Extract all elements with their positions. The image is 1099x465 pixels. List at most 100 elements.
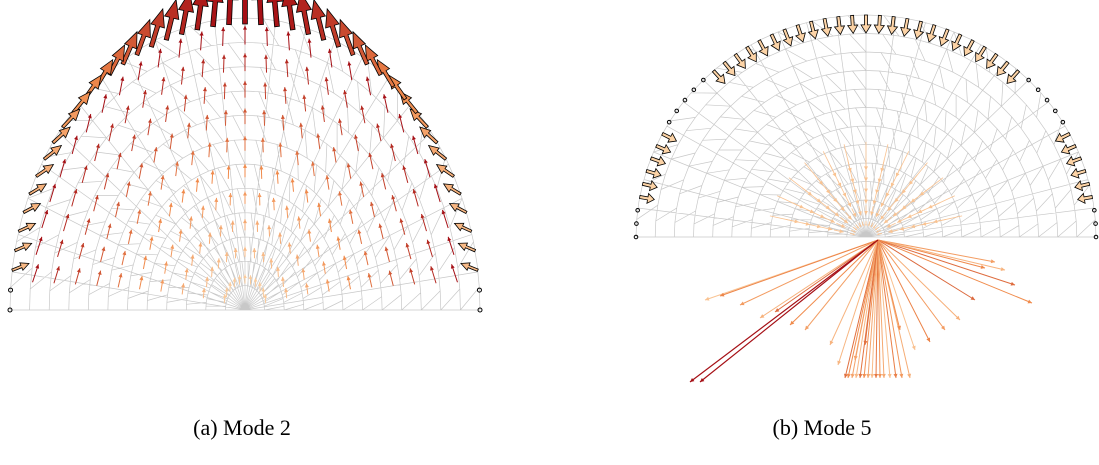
field-arrow-head [287, 242, 292, 247]
field-arrow-head [164, 261, 168, 266]
ray-arrow [867, 239, 879, 379]
boundary-node [1035, 87, 1041, 93]
ray-arrow-strong [699, 241, 876, 383]
field-arrow-head [890, 182, 895, 187]
ray-arrow [877, 239, 931, 343]
ray-arrow [877, 239, 901, 331]
boundary-arrow [352, 30, 370, 66]
field-arrow-head [158, 218, 163, 223]
interior-vectors-mode-5 [769, 141, 963, 236]
ray-arrow-head [870, 373, 875, 378]
field-arrow-head [870, 224, 873, 227]
boundary-arrow [996, 60, 1010, 77]
boundary-arrow [11, 262, 30, 272]
boundary-arrow [1077, 192, 1093, 205]
field-arrow-head [267, 225, 272, 230]
field-arrow-head [875, 189, 880, 194]
field-arrow-head [74, 135, 78, 141]
field-arrow-head [225, 137, 230, 142]
field-arrow-head [200, 205, 205, 210]
ray-arrow [719, 239, 879, 297]
field-arrow-head [892, 212, 898, 217]
boundary-node [682, 97, 688, 103]
boundary-arrow [860, 14, 872, 34]
boundary-arrow [17, 222, 37, 233]
boundary-arrow [163, 0, 180, 41]
boundary-arrow [419, 126, 439, 145]
field-arrow-head [181, 189, 186, 194]
field-arrow-head [856, 226, 859, 229]
triangular-mesh [635, 14, 1097, 238]
field-arrow-head [850, 178, 855, 183]
field-arrow-head [160, 175, 165, 180]
field-arrow-head [826, 189, 831, 194]
boundary-arrow [460, 262, 479, 272]
field-arrow-head [283, 87, 288, 92]
field-arrow-head [168, 202, 173, 208]
field-arrow-head [864, 188, 868, 193]
boundary-arrow [148, 7, 165, 48]
boundary-arrow [1065, 155, 1083, 167]
field-arrow-head [184, 268, 189, 273]
field-arrow-head [269, 258, 274, 263]
field-arrow-head [855, 200, 860, 205]
ray-arrow-head [720, 292, 725, 297]
boundary-node [674, 108, 680, 114]
boundary-arrow [873, 14, 886, 35]
field-arrow-head [399, 218, 404, 223]
field-arrow-head [261, 251, 266, 257]
field-arrow-head [230, 220, 235, 225]
field-arrow-head [183, 94, 188, 99]
field-arrow-head [368, 152, 373, 158]
ray-arrow [855, 239, 879, 379]
field-arrow-head [852, 212, 857, 217]
boundary-arrow [745, 45, 757, 63]
field-arrow-head [405, 243, 410, 248]
field-arrow-head [62, 159, 67, 164]
field-arrow-head [181, 283, 186, 288]
field-arrow-head [864, 210, 868, 215]
boundary-arrow [951, 33, 963, 52]
field-arrow-head [853, 230, 856, 233]
field-arrow-head [86, 218, 91, 223]
field-arrow-head [315, 244, 320, 249]
field-arrow-head [794, 219, 799, 224]
field-arrow-head [261, 287, 266, 292]
field-arrow [908, 162, 928, 186]
ray-arrow [877, 239, 1033, 304]
field-arrow-head [880, 215, 885, 220]
field-arrow-head [843, 219, 849, 224]
field-arrow-head [868, 224, 870, 227]
field-arrow-head [243, 136, 247, 141]
field-arrow-head [325, 175, 330, 180]
field-arrow-head [430, 266, 434, 271]
field-arrow-head [125, 105, 130, 111]
field-arrow-head [876, 230, 879, 233]
field-arrow-head [147, 191, 152, 196]
field-arrow-head [338, 118, 343, 123]
ray-arrow [877, 239, 916, 351]
boundary-arrow [28, 183, 48, 196]
field-arrow-head [243, 25, 247, 30]
field-arrow-head [120, 76, 125, 81]
field-arrow-head [357, 229, 362, 234]
ray-arrow [804, 239, 879, 331]
field-arrow-head [243, 53, 247, 58]
field-arrow-head [864, 177, 868, 182]
field-arrow-head [205, 114, 210, 120]
ray-arrow-head [907, 373, 912, 378]
field-arrow-head [275, 266, 280, 271]
field-arrow-head [221, 54, 226, 59]
field-arrow-head [243, 219, 247, 224]
field-arrow-head [426, 239, 431, 245]
boundary-arrow [986, 52, 999, 70]
boundary-arrow [325, 7, 342, 48]
ray-arrow-head [926, 337, 930, 342]
ray-arrow-head [970, 296, 975, 300]
ray-arrow [877, 239, 881, 379]
caption-mode-5: (b) Mode 5 [772, 415, 872, 440]
boundary-arrow [177, 0, 195, 36]
boundary-arrow [639, 192, 655, 205]
field-arrow-head [103, 94, 108, 99]
panel-mode-5 [600, 0, 1099, 400]
